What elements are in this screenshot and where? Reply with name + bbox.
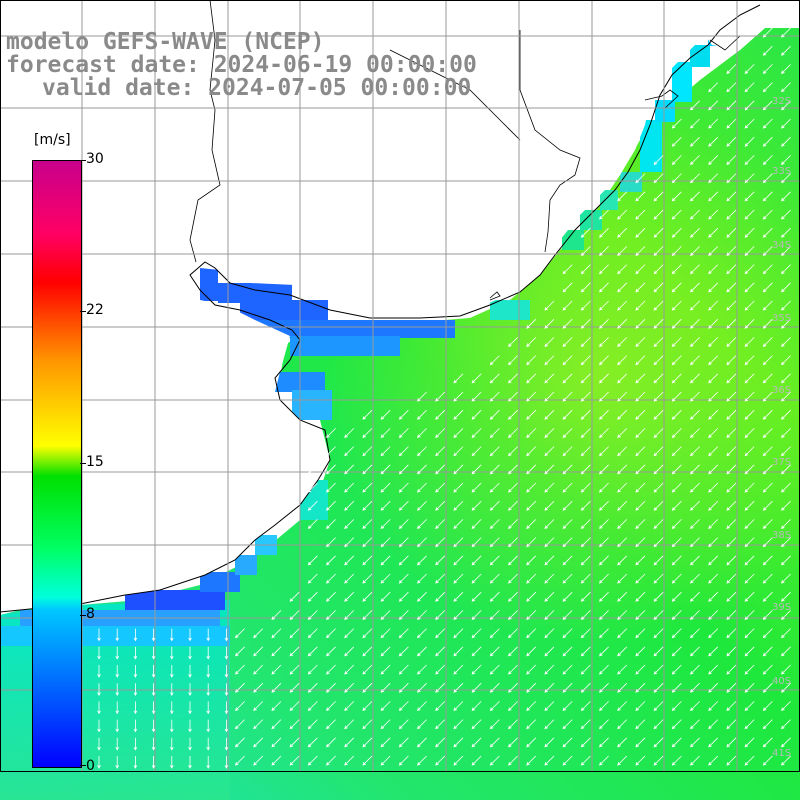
lat-label-33s: 33S (772, 166, 792, 177)
colorbar-tick-15: 15 (86, 454, 104, 470)
land-area (0, 0, 800, 612)
colorbar (32, 160, 82, 768)
wind-arrows (97, 27, 791, 769)
lat-label-37s: 37S (772, 457, 792, 468)
lat-label-36s: 36S (772, 385, 792, 396)
lat-label-34s: 34S (772, 240, 792, 251)
coastlines (0, 0, 761, 613)
lat-label-40s: 40S (772, 676, 792, 687)
title-valid-date: valid date: 2024-07-05 00:00:00 (42, 75, 472, 101)
colorbar-tick-30: 30 (86, 151, 104, 167)
title-forecast-date: forecast date: 2024-06-19 00:00:00 (6, 52, 477, 78)
colorbar-tick-22: 22 (86, 302, 104, 318)
colorbar-tick-8: 8 (86, 606, 95, 622)
lat-label-35s: 35S (772, 313, 792, 324)
colorbar-unit: [m/s] (34, 132, 71, 148)
title-model: modelo GEFS-WAVE (NCEP) (6, 29, 325, 55)
colorbar-tick-0: 0 (86, 758, 95, 774)
lat-label-32s: 32S (772, 96, 792, 107)
lat-label-38s: 38S (772, 530, 792, 541)
lat-label-39s: 39S (772, 602, 792, 613)
lat-label-41s: 41S (772, 748, 792, 759)
